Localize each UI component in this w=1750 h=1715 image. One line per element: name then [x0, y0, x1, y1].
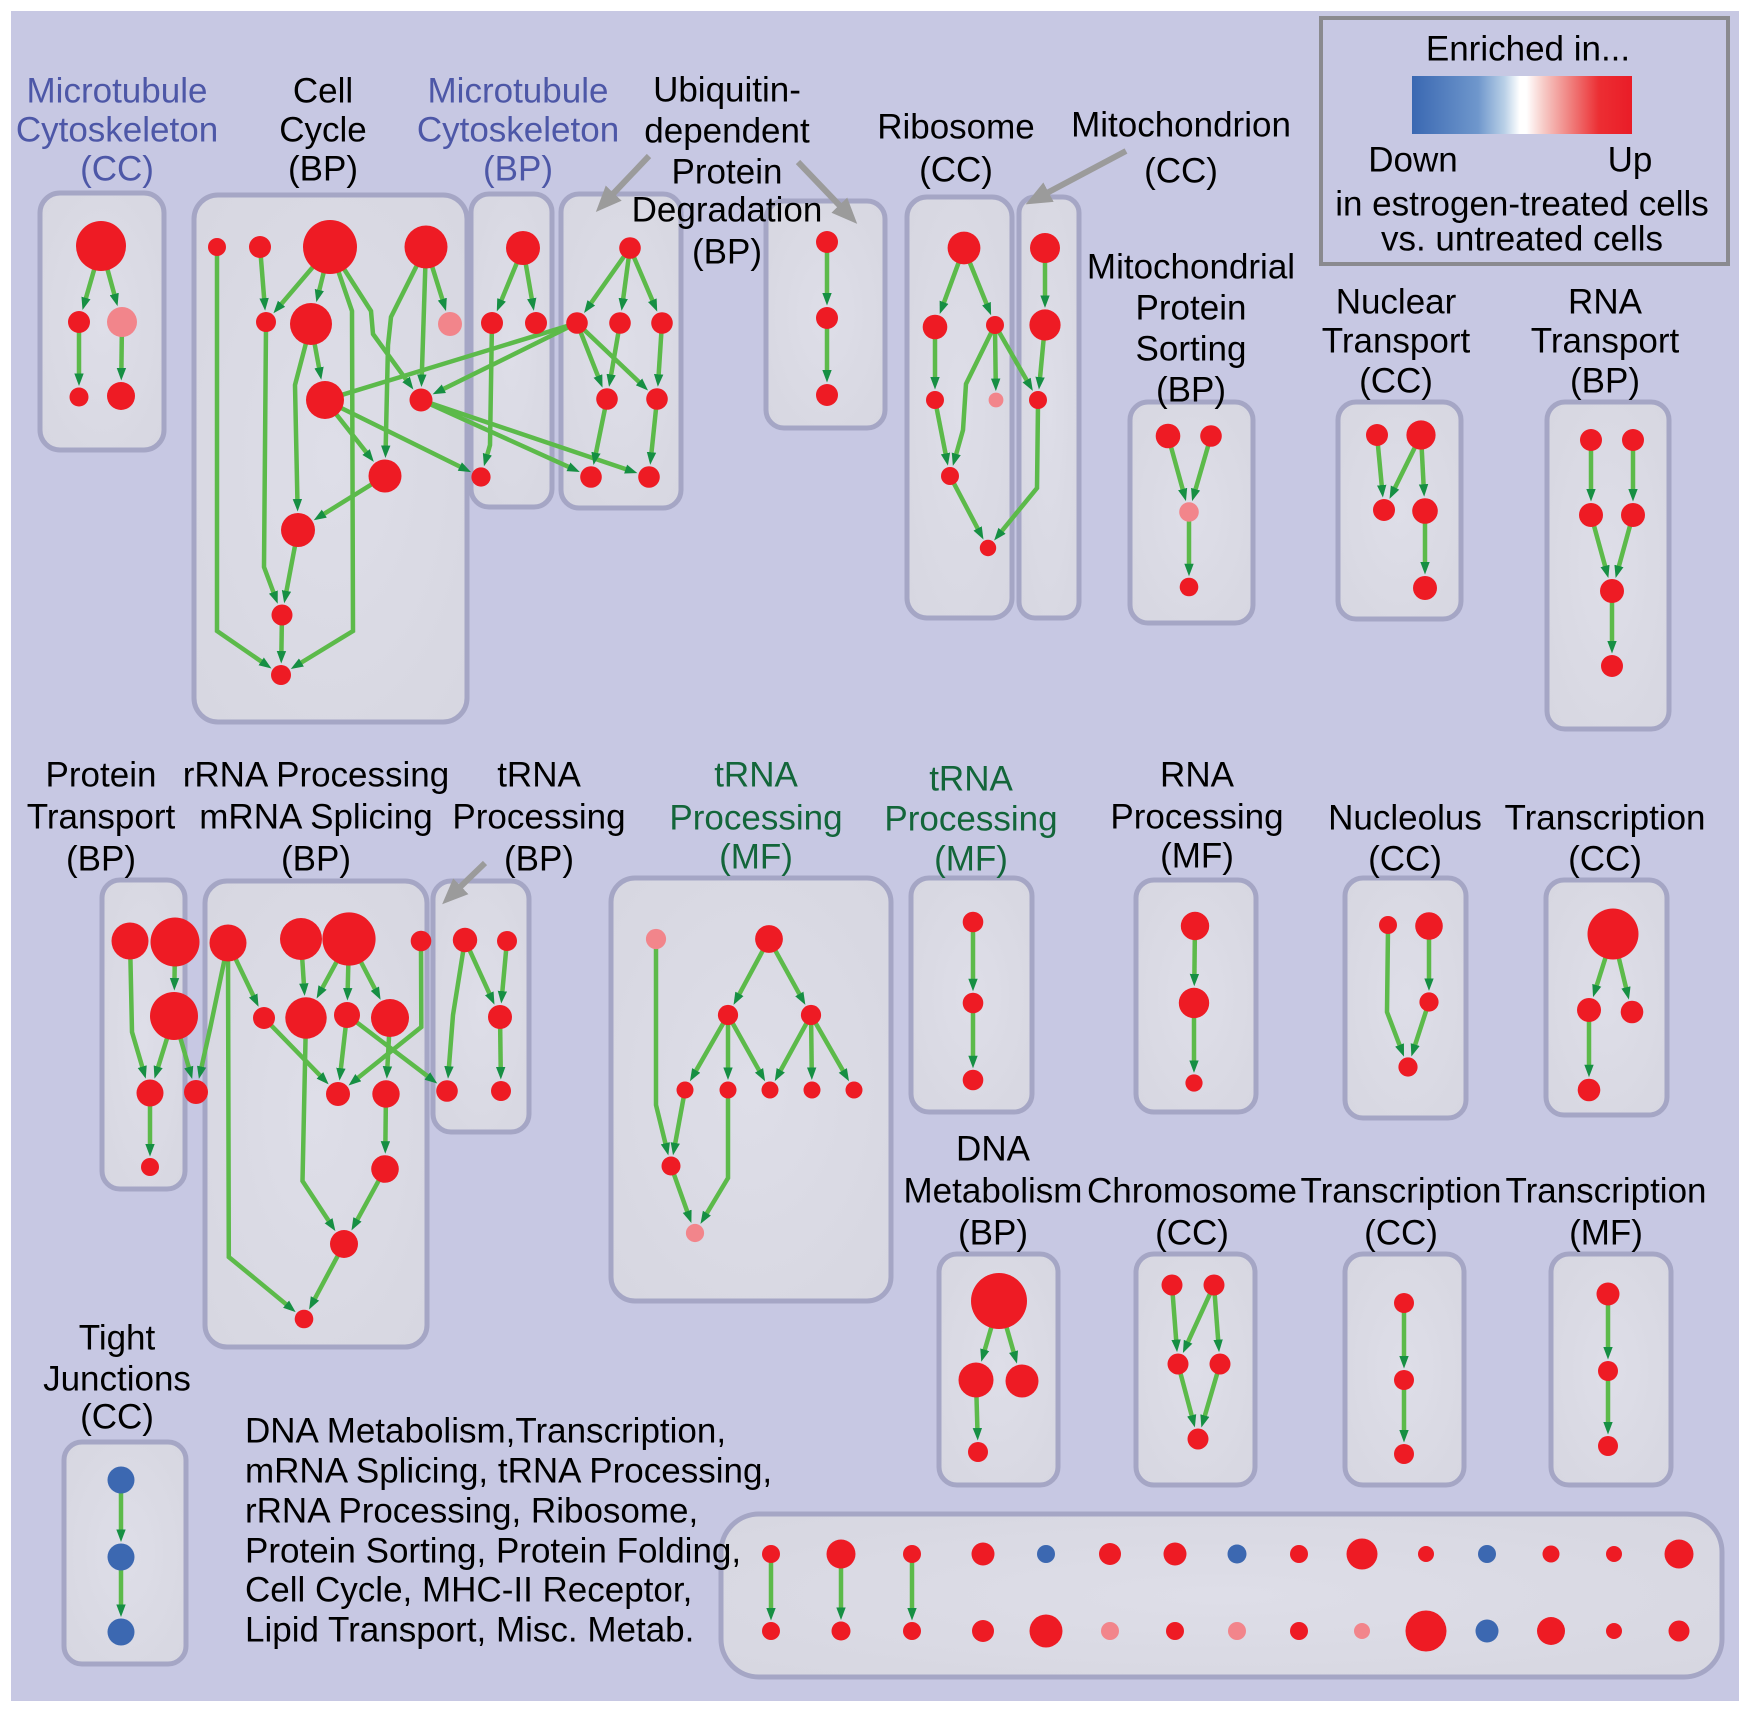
svg-text:Processing: Processing	[1110, 797, 1283, 836]
svg-text:Sorting: Sorting	[1136, 329, 1247, 368]
svg-text:RNA: RNA	[1568, 282, 1643, 321]
svg-text:(BP): (BP)	[692, 232, 762, 271]
svg-text:Tight: Tight	[79, 1318, 156, 1357]
svg-text:tRNA: tRNA	[929, 759, 1013, 798]
svg-text:(CC): (CC)	[919, 150, 993, 189]
svg-text:Processing: Processing	[452, 797, 625, 836]
svg-text:(BP): (BP)	[958, 1213, 1028, 1252]
svg-text:(BP): (BP)	[483, 149, 553, 188]
svg-text:Down: Down	[1368, 140, 1457, 179]
svg-text:Mitochondrial: Mitochondrial	[1087, 247, 1295, 286]
svg-text:Transport: Transport	[27, 797, 176, 836]
svg-text:Nucleolus: Nucleolus	[1328, 798, 1482, 837]
svg-text:vs. untreated cells: vs. untreated cells	[1381, 219, 1663, 258]
svg-text:Ubiquitin-: Ubiquitin-	[653, 70, 801, 109]
svg-text:Cycle: Cycle	[279, 110, 367, 149]
svg-text:Transport: Transport	[1322, 321, 1471, 360]
svg-text:Lipid Transport, Misc. Metab.: Lipid Transport, Misc. Metab.	[245, 1610, 694, 1649]
svg-text:(MF): (MF)	[1569, 1213, 1643, 1252]
svg-text:(CC): (CC)	[1568, 839, 1642, 878]
svg-text:Junctions: Junctions	[43, 1359, 191, 1398]
svg-text:Cytoskeleton: Cytoskeleton	[417, 110, 619, 149]
svg-text:Protein: Protein	[672, 152, 783, 191]
svg-text:Transport: Transport	[1531, 321, 1680, 360]
svg-text:Ribosome: Ribosome	[877, 107, 1035, 146]
svg-text:Transcription: Transcription	[1506, 1171, 1707, 1210]
svg-text:Processing: Processing	[884, 799, 1057, 838]
svg-text:Processing: Processing	[669, 798, 842, 837]
svg-text:RNA: RNA	[1160, 755, 1235, 794]
svg-text:Microtubule: Microtubule	[428, 71, 609, 110]
svg-text:Transcription: Transcription	[1505, 798, 1706, 837]
svg-text:Protein Sorting, Protein Foldi: Protein Sorting, Protein Folding,	[245, 1531, 741, 1570]
svg-text:Nuclear: Nuclear	[1336, 282, 1457, 321]
svg-text:in estrogen-treated cells: in estrogen-treated cells	[1335, 184, 1709, 223]
svg-text:Protein: Protein	[1136, 288, 1247, 327]
svg-text:Cytoskeleton: Cytoskeleton	[16, 110, 218, 149]
svg-text:DNA: DNA	[956, 1129, 1031, 1168]
svg-text:(BP): (BP)	[66, 839, 136, 878]
svg-text:rRNA Processing: rRNA Processing	[183, 755, 449, 794]
svg-text:(MF): (MF)	[719, 837, 793, 876]
svg-text:(BP): (BP)	[288, 149, 358, 188]
svg-text:(BP): (BP)	[1156, 370, 1226, 409]
svg-text:(BP): (BP)	[504, 839, 574, 878]
svg-text:(CC): (CC)	[1359, 361, 1433, 400]
svg-text:tRNA: tRNA	[714, 755, 798, 794]
svg-text:(CC): (CC)	[1368, 839, 1442, 878]
svg-text:(BP): (BP)	[1570, 361, 1640, 400]
svg-text:(MF): (MF)	[1160, 836, 1234, 875]
svg-text:Up: Up	[1608, 140, 1653, 179]
svg-text:mRNA Splicing: mRNA Splicing	[199, 797, 432, 836]
svg-text:DNA Metabolism,Transcription,: DNA Metabolism,Transcription,	[245, 1411, 726, 1450]
svg-text:(CC): (CC)	[1364, 1213, 1438, 1252]
svg-text:dependent: dependent	[644, 111, 810, 150]
svg-text:(CC): (CC)	[80, 1397, 154, 1436]
svg-text:Metabolism: Metabolism	[904, 1171, 1083, 1210]
svg-text:(MF): (MF)	[934, 839, 1008, 878]
svg-text:(CC): (CC)	[80, 149, 154, 188]
svg-text:(CC): (CC)	[1155, 1213, 1229, 1252]
svg-text:Cell Cycle, MHC-II Receptor,: Cell Cycle, MHC-II Receptor,	[245, 1570, 692, 1609]
svg-text:mRNA Splicing, tRNA Processing: mRNA Splicing, tRNA Processing,	[245, 1451, 772, 1490]
svg-text:tRNA: tRNA	[497, 755, 581, 794]
svg-text:Microtubule: Microtubule	[27, 71, 208, 110]
svg-text:Mitochondrion: Mitochondrion	[1071, 105, 1291, 144]
svg-text:(CC): (CC)	[1144, 151, 1218, 190]
svg-text:rRNA Processing, Ribosome,: rRNA Processing, Ribosome,	[245, 1491, 698, 1530]
svg-text:Transcription: Transcription	[1301, 1171, 1502, 1210]
svg-text:Cell: Cell	[293, 71, 353, 110]
svg-text:Enriched in...: Enriched in...	[1426, 29, 1630, 68]
svg-text:Degradation: Degradation	[632, 190, 823, 229]
svg-text:(BP): (BP)	[281, 839, 351, 878]
svg-text:Protein: Protein	[46, 755, 157, 794]
svg-text:Chromosome: Chromosome	[1087, 1171, 1297, 1210]
